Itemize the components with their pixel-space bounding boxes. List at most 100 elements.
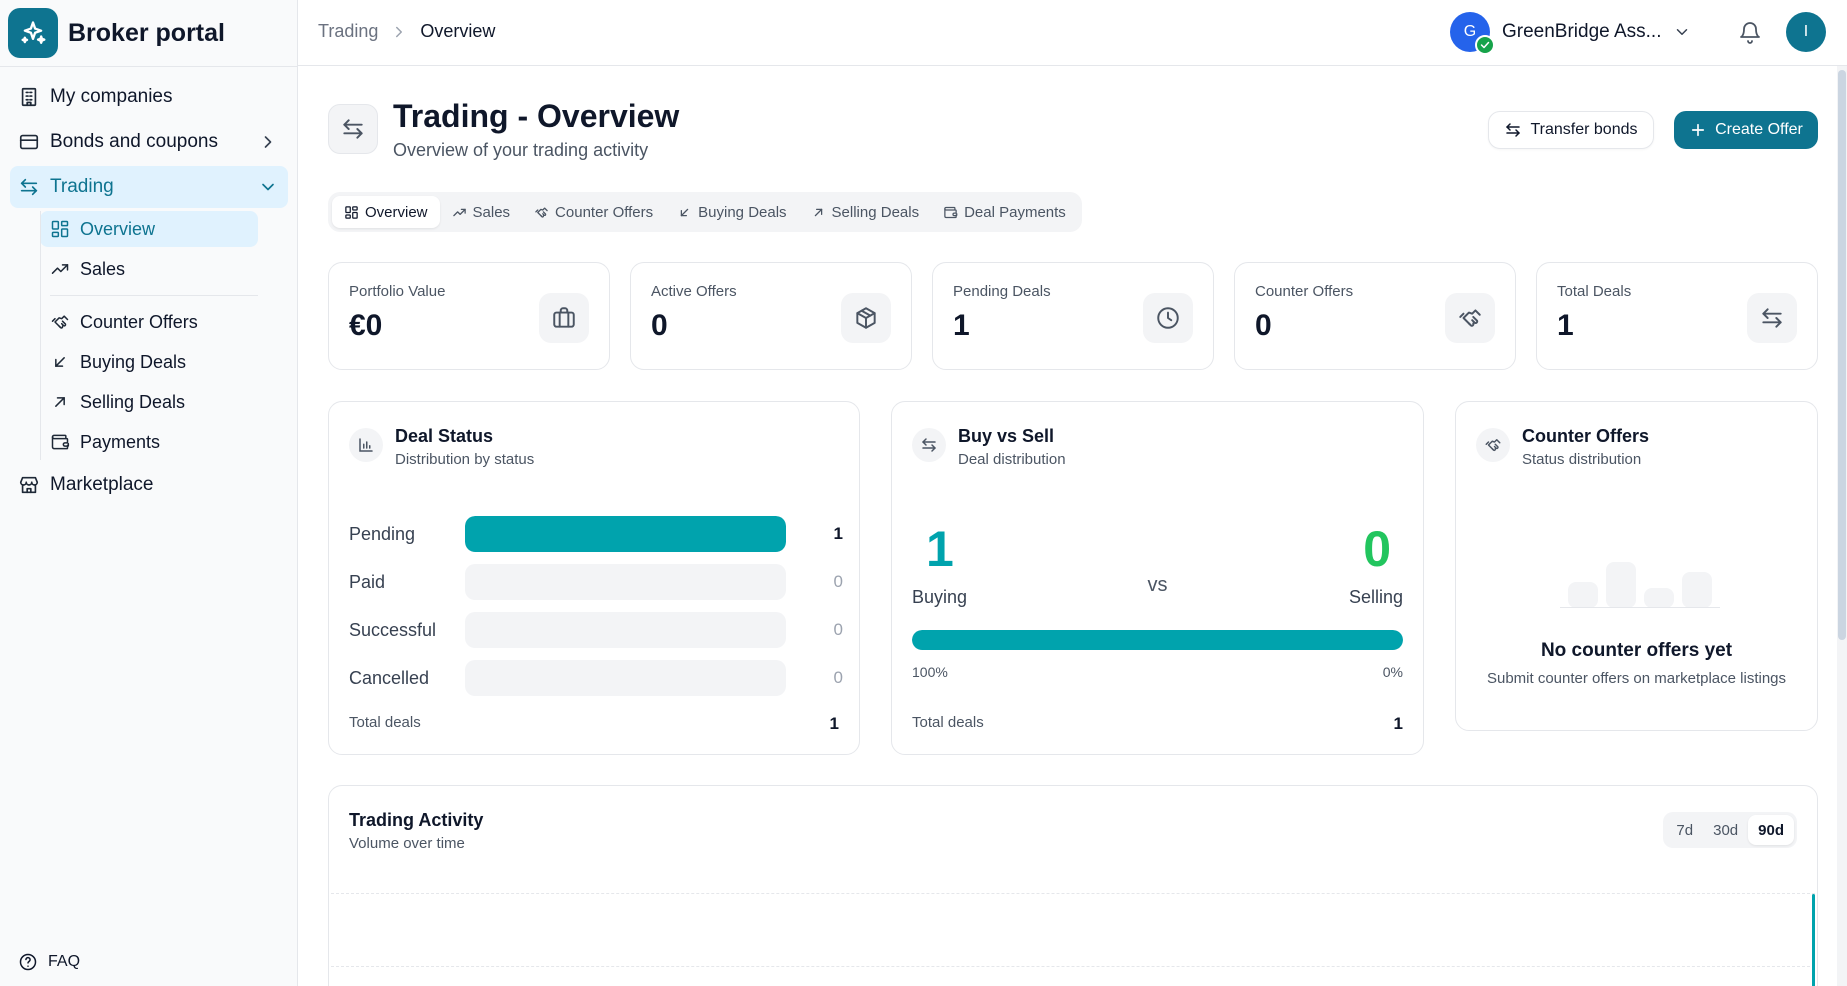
subnav-item-payments[interactable]: Payments	[40, 424, 258, 460]
status-row-pending: Pending 1	[349, 516, 843, 552]
subnav-item-sales[interactable]: Sales	[40, 251, 258, 287]
status-bar	[465, 516, 786, 552]
page-subtitle: Overview of your trading activity	[393, 140, 649, 160]
scrollbar-thumb[interactable]	[1838, 70, 1846, 640]
stat-card-pending-deals: Pending Deals 1	[932, 262, 1214, 370]
stat-value: 1	[1557, 309, 1574, 342]
wallet-icon	[18, 131, 40, 153]
transfer-bonds-button[interactable]: Transfer bonds	[1488, 111, 1654, 149]
total-value: 1	[1393, 714, 1403, 733]
brand-name: Broker portal	[68, 18, 225, 47]
tab-label: Overview	[365, 203, 428, 221]
buy-vs-sell-card: Buy vs Sell Deal distribution 1 0 Buying…	[891, 401, 1424, 755]
subnav-item-label: Buying Deals	[80, 351, 187, 372]
user-avatar[interactable]: I	[1786, 12, 1826, 52]
stat-card-counter-offers: Counter Offers 0	[1234, 262, 1516, 370]
range-30d-button[interactable]: 30d	[1713, 821, 1739, 839]
time-range-toggle: 7d 30d 90d	[1663, 812, 1797, 848]
range-7d-button[interactable]: 7d	[1676, 821, 1694, 839]
sidebar: Broker portal My companies Bonds and cou…	[0, 0, 298, 986]
sidebar-item-my-companies[interactable]: My companies	[10, 76, 288, 118]
subnav-item-selling-deals[interactable]: Selling Deals	[40, 384, 258, 420]
trending-up-icon	[452, 205, 467, 220]
stat-card-active-offers: Active Offers 0	[630, 262, 912, 370]
status-label: Paid	[349, 572, 386, 592]
tab-sales[interactable]: Sales	[440, 196, 523, 228]
clock-icon	[1143, 293, 1193, 343]
chevron-right-icon	[390, 23, 408, 41]
tab-buying-deals[interactable]: Buying Deals	[665, 196, 798, 228]
range-90d-button[interactable]: 90d	[1748, 815, 1794, 845]
handshake-icon	[1445, 293, 1495, 343]
stat-label: Counter Offers	[1255, 283, 1354, 300]
activity-series-line	[1812, 894, 1815, 986]
empty-chart-illustration	[1560, 562, 1720, 608]
arrows-left-right-icon	[1504, 121, 1522, 139]
status-count: 1	[833, 524, 843, 543]
arrow-down-left-icon	[677, 205, 692, 220]
stat-card-total-deals: Total Deals 1	[1536, 262, 1818, 370]
card-subtitle: Distribution by status	[395, 451, 535, 468]
status-row-cancelled: Cancelled 0	[349, 660, 843, 696]
subnav-item-overview[interactable]: Overview	[40, 211, 258, 247]
sidebar-item-marketplace[interactable]: Marketplace	[10, 464, 288, 506]
status-bar	[465, 564, 786, 600]
status-row-paid: Paid 0	[349, 564, 843, 600]
tab-counter-offers[interactable]: Counter Offers	[522, 196, 665, 228]
plus-icon	[1689, 121, 1707, 139]
status-label: Pending	[349, 524, 416, 544]
breadcrumb-item[interactable]: Trading	[318, 21, 379, 41]
divider	[0, 66, 298, 67]
status-count: 0	[833, 620, 843, 639]
brand[interactable]: Broker portal	[8, 8, 225, 58]
sidebar-item-label: My companies	[50, 86, 173, 107]
stat-label: Total Deals	[1557, 283, 1632, 300]
faq-link[interactable]: FAQ	[18, 952, 80, 972]
create-offer-button[interactable]: Create Offer	[1674, 111, 1818, 149]
tab-label: Sales	[472, 203, 511, 221]
tab-label: Deal Payments	[964, 203, 1066, 221]
transfer-bonds-label: Transfer bonds	[1530, 121, 1638, 138]
handshake-icon	[50, 312, 70, 332]
organization-switcher[interactable]: G GreenBridge Ass...	[1450, 12, 1691, 55]
empty-state-title: No counter offers yet	[1540, 640, 1733, 661]
page-title: Trading - Overview	[393, 98, 680, 134]
card-title: Trading Activity	[349, 810, 484, 830]
stat-label: Active Offers	[651, 283, 737, 300]
total-label: Total deals	[349, 714, 421, 731]
grid-icon	[50, 219, 70, 239]
tab-deal-payments[interactable]: Deal Payments	[931, 196, 1078, 228]
subnav-item-buying-deals[interactable]: Buying Deals	[40, 344, 258, 380]
tab-selling-deals[interactable]: Selling Deals	[799, 196, 932, 228]
stat-value: 1	[953, 309, 970, 342]
bell-icon[interactable]	[1738, 20, 1762, 44]
vs-label: vs	[1147, 574, 1168, 596]
card-title: Counter Offers	[1522, 426, 1650, 446]
sidebar-item-trading[interactable]: Trading	[10, 166, 288, 208]
trending-up-icon	[50, 259, 70, 279]
tab-overview[interactable]: Overview	[332, 196, 440, 228]
sidebar-item-label: Bonds and coupons	[50, 131, 218, 152]
status-count: 0	[833, 668, 843, 687]
trading-tabs: Overview Sales Counter Offers Buying Dea…	[328, 192, 1082, 232]
status-label: Cancelled	[349, 668, 430, 688]
sidebar-item-label: Trading	[50, 176, 114, 197]
arrows-left-right-icon	[328, 104, 378, 154]
subnav-item-label: Counter Offers	[80, 311, 198, 332]
arrow-down-left-icon	[50, 352, 70, 372]
create-offer-label: Create Offer	[1715, 121, 1803, 138]
stat-card-portfolio-value: Portfolio Value €0	[328, 262, 610, 370]
store-icon	[18, 474, 40, 496]
sparkles-icon	[8, 8, 58, 58]
selling-label: Selling	[1348, 587, 1403, 607]
tab-label: Buying Deals	[698, 203, 787, 221]
grid-icon	[344, 205, 359, 220]
arrow-up-right-icon	[811, 205, 826, 220]
arrows-left-right-icon	[1747, 293, 1797, 343]
buy-sell-bar	[912, 630, 1403, 650]
subnav-item-counter-offers[interactable]: Counter Offers	[40, 304, 258, 340]
subnav-item-label: Selling Deals	[80, 391, 186, 412]
sidebar-item-bonds-and-coupons[interactable]: Bonds and coupons	[10, 121, 288, 163]
total-value: 1	[829, 714, 839, 733]
check-icon	[1475, 35, 1495, 55]
